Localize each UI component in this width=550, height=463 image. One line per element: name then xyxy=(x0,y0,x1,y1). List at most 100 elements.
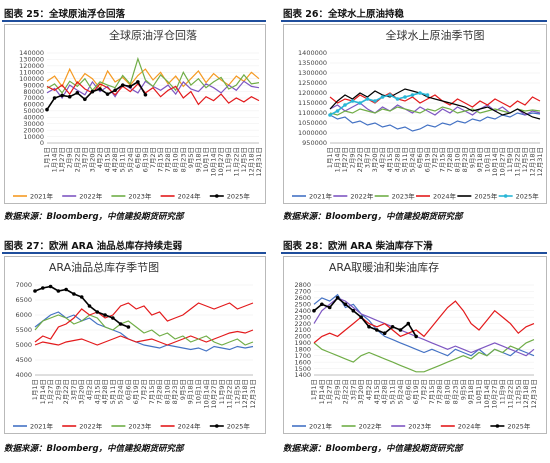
series-point xyxy=(359,315,363,319)
x-tick-label: 1月1日 xyxy=(43,147,51,168)
chart-title: 全球水上原油季节图 xyxy=(386,28,485,42)
series-point xyxy=(75,91,80,95)
legend-label: 2021年 xyxy=(309,421,333,430)
x-tick-label: 2月22日 xyxy=(341,379,349,404)
x-tick-label: 4月15日 xyxy=(104,147,112,172)
x-tick-label: 10月1日 xyxy=(484,147,492,172)
series-point xyxy=(358,101,362,105)
x-tick-label: 1月14日 xyxy=(39,379,47,404)
series-point xyxy=(40,286,45,290)
x-tick-label: 9月5日 xyxy=(179,379,187,400)
series-point xyxy=(375,328,379,332)
series-point xyxy=(343,103,347,107)
series-point xyxy=(367,324,371,329)
x-tick-label: 11月22日 xyxy=(514,147,522,177)
series-point xyxy=(343,302,348,307)
legend-label: 2024年 xyxy=(458,421,482,430)
x-tick-label: 4月28日 xyxy=(101,379,109,404)
x-tick-label: 4月15日 xyxy=(93,379,101,404)
y-tick-label: 5500 xyxy=(15,326,32,334)
x-tick-label: 5月11日 xyxy=(389,379,397,404)
series-point xyxy=(414,334,418,339)
legend-label: 2025年 xyxy=(507,421,531,430)
source-note: 数据来源：Bloomberg，中信建投期货研究部 xyxy=(283,212,463,222)
series-point xyxy=(418,91,422,95)
y-tick-label: 7000 xyxy=(15,281,32,289)
legend-label: 2022年 xyxy=(359,421,383,430)
series-point xyxy=(406,321,411,326)
x-tick-label: 10月14日 xyxy=(491,147,499,177)
x-tick-label: 10月1日 xyxy=(202,147,210,172)
legend-marker xyxy=(503,194,508,198)
x-tick-label: 1月14日 xyxy=(51,147,59,172)
x-tick-label: 7月28日 xyxy=(436,379,444,404)
series-point xyxy=(327,305,332,310)
x-tick-label: 6月19日 xyxy=(424,147,432,172)
y-tick-label: 6500 xyxy=(15,296,32,304)
x-tick-label: 4月2日 xyxy=(86,379,94,400)
series-point xyxy=(118,322,123,326)
y-tick-label: 60000 xyxy=(23,101,44,109)
chart-frame: 全球水上原油季节图 950000 1000000 1050000 1100000 1150… xyxy=(283,24,547,204)
series-point xyxy=(136,80,140,84)
legend-marker xyxy=(215,424,219,428)
legend-label: 2022年 xyxy=(79,421,103,430)
x-tick-label: 1月1日 xyxy=(326,147,334,168)
series-line xyxy=(329,102,541,116)
x-tick-label: 3月20日 xyxy=(88,147,96,172)
y-tick-label: 1600 xyxy=(294,358,311,366)
series-point xyxy=(95,310,100,314)
x-tick-label: 2月9日 xyxy=(66,147,74,168)
legend-label: 2025年 xyxy=(227,191,251,200)
series-point xyxy=(388,93,392,97)
legend-label: 2025年 xyxy=(227,421,251,430)
x-tick-label: 10月14日 xyxy=(210,147,218,177)
figure-title: 图表 26：全球水上原油持稳 xyxy=(283,9,405,20)
x-tick-label: 3月7日 xyxy=(349,379,357,400)
series-point xyxy=(403,95,407,99)
x-tick-label: 6月19日 xyxy=(412,379,420,404)
series-point xyxy=(72,292,76,296)
y-tick-label: 5000 xyxy=(15,341,32,349)
x-tick-label: 8月10日 xyxy=(454,147,462,172)
y-tick-label: 1000000 xyxy=(298,129,327,137)
legend-marker xyxy=(495,424,500,428)
y-tick-label: 1200000 xyxy=(298,89,327,97)
x-tick-label: 8月23日 xyxy=(451,379,459,404)
series-line xyxy=(329,88,541,120)
y-tick-label: 30000 xyxy=(23,120,44,128)
series-point xyxy=(98,87,102,91)
series-point xyxy=(56,289,61,293)
series-point xyxy=(365,97,370,101)
x-tick-label: 9月5日 xyxy=(187,147,195,168)
series-point xyxy=(128,84,133,89)
series-point xyxy=(328,113,332,117)
x-tick-label: 5月11日 xyxy=(401,147,409,172)
x-tick-label: 1月1日 xyxy=(31,379,39,400)
y-tick-label: 10000 xyxy=(23,133,44,141)
x-tick-label: 4月15日 xyxy=(373,379,381,404)
x-tick-label: 1月14日 xyxy=(334,147,342,172)
x-tick-label: 11月9日 xyxy=(225,147,233,172)
series-line xyxy=(313,300,535,344)
x-tick-label: 7月28日 xyxy=(446,147,454,172)
series-point xyxy=(335,296,340,300)
x-tick-label: 11月22日 xyxy=(506,379,514,409)
series-point xyxy=(395,97,400,101)
x-tick-label: 5月11日 xyxy=(119,147,127,172)
x-tick-label: 9月18日 xyxy=(194,147,202,172)
chart-title: ARA油品总库存季节图 xyxy=(49,260,159,274)
x-tick-label: 6月19日 xyxy=(141,147,149,172)
y-tick-label: 130000 xyxy=(19,56,44,64)
legend-label: 2025年 xyxy=(474,191,498,200)
series-line xyxy=(329,92,541,108)
y-tick-label: 1400 xyxy=(294,371,311,379)
figure-title: 图表 25：全球原油浮仓回落 xyxy=(4,9,126,20)
x-tick-label: 10月14日 xyxy=(483,379,491,409)
y-tick-label: 6000 xyxy=(15,311,32,319)
x-tick-label: 9月18日 xyxy=(187,379,195,404)
series-line xyxy=(313,297,535,357)
x-tick-label: 12月18日 xyxy=(529,147,537,177)
x-tick-label: 12月5日 xyxy=(514,379,522,404)
x-tick-label: 6月19日 xyxy=(132,379,140,404)
